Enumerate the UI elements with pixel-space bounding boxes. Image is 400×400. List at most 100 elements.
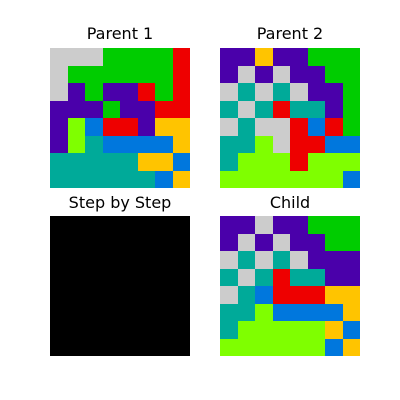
grid-cell	[307, 100, 325, 118]
grid-cell	[290, 48, 308, 66]
grid-cell	[290, 233, 308, 251]
grid-cell	[325, 303, 343, 321]
grid-cell	[237, 100, 255, 118]
grid-cell	[172, 153, 190, 171]
grid-cell	[155, 118, 173, 136]
grid-cell	[120, 170, 138, 188]
grid-cell	[137, 48, 155, 66]
grid-cell	[137, 100, 155, 118]
grid-cell	[272, 338, 290, 356]
grid-cell	[255, 170, 273, 188]
grid-cell	[220, 286, 238, 304]
grid-cell	[50, 135, 68, 153]
grid-cell	[67, 118, 85, 136]
grid-cell	[325, 251, 343, 269]
grid-cell	[220, 303, 238, 321]
grid-cell	[67, 153, 85, 171]
grid-cell	[237, 286, 255, 304]
grid-cell	[255, 303, 273, 321]
grid-cell	[155, 65, 173, 83]
grid-cell	[155, 83, 173, 101]
grid-cell	[272, 216, 290, 234]
grid-cell	[172, 83, 190, 101]
grid-cell	[290, 251, 308, 269]
grid-cell	[255, 338, 273, 356]
grid-cell	[85, 135, 103, 153]
grid-cell	[220, 118, 238, 136]
grid-cell	[325, 100, 343, 118]
grid-cell	[342, 251, 360, 269]
grid-cell	[255, 118, 273, 136]
grid-cell	[272, 48, 290, 66]
grid-cell	[172, 65, 190, 83]
grid-cell	[220, 216, 238, 234]
grid-cell	[155, 135, 173, 153]
grid-cell	[120, 83, 138, 101]
grid-cell	[172, 48, 190, 66]
grid-cell	[155, 170, 173, 188]
grid-cell	[220, 170, 238, 188]
parent2-grid	[220, 48, 360, 188]
grid-cell	[342, 268, 360, 286]
grid-cell	[155, 153, 173, 171]
grid-cell	[67, 65, 85, 83]
grid-cell	[272, 65, 290, 83]
grid-cell	[325, 83, 343, 101]
grid-cell	[102, 135, 120, 153]
grid-cell	[255, 251, 273, 269]
grid-cell	[120, 65, 138, 83]
grid-cell	[272, 233, 290, 251]
grid-cell	[307, 65, 325, 83]
grid-cell	[85, 83, 103, 101]
grid-cell	[255, 216, 273, 234]
grid-cell	[290, 65, 308, 83]
grid-cell	[272, 135, 290, 153]
grid-cell	[155, 100, 173, 118]
grid-cell	[290, 338, 308, 356]
grid-cell	[307, 153, 325, 171]
grid-cell	[120, 48, 138, 66]
grid-cell	[155, 48, 173, 66]
grid-cell	[85, 118, 103, 136]
grid-cell	[85, 153, 103, 171]
grid-cell	[342, 233, 360, 251]
grid-cell	[237, 135, 255, 153]
grid-cell	[85, 100, 103, 118]
grid-cell	[272, 321, 290, 339]
grid-cell	[237, 83, 255, 101]
grid-cell	[325, 216, 343, 234]
grid-cell	[237, 48, 255, 66]
grid-cell	[50, 170, 68, 188]
grid-cell	[342, 338, 360, 356]
grid-cell	[307, 303, 325, 321]
grid-cell	[342, 286, 360, 304]
grid-cell	[237, 153, 255, 171]
grid-cell	[237, 118, 255, 136]
grid-cell	[307, 251, 325, 269]
grid-cell	[342, 135, 360, 153]
grid-cell	[137, 83, 155, 101]
grid-cell	[220, 338, 238, 356]
grid-cell	[325, 65, 343, 83]
grid-cell	[307, 268, 325, 286]
grid-cell	[85, 48, 103, 66]
grid-cell	[272, 118, 290, 136]
grid-cell	[342, 303, 360, 321]
grid-cell	[50, 118, 68, 136]
grid-cell	[307, 83, 325, 101]
grid-cell	[290, 153, 308, 171]
grid-cell	[290, 170, 308, 188]
grid-cell	[325, 48, 343, 66]
grid-cell	[237, 338, 255, 356]
grid-cell	[120, 153, 138, 171]
grid-cell	[325, 268, 343, 286]
grid-cell	[220, 153, 238, 171]
grid-cell	[342, 65, 360, 83]
grid-cell	[272, 286, 290, 304]
grid-cell	[102, 65, 120, 83]
grid-cell	[290, 286, 308, 304]
grid-cell	[85, 65, 103, 83]
grid-cell	[342, 321, 360, 339]
grid-cell	[220, 321, 238, 339]
grid-cell	[220, 135, 238, 153]
